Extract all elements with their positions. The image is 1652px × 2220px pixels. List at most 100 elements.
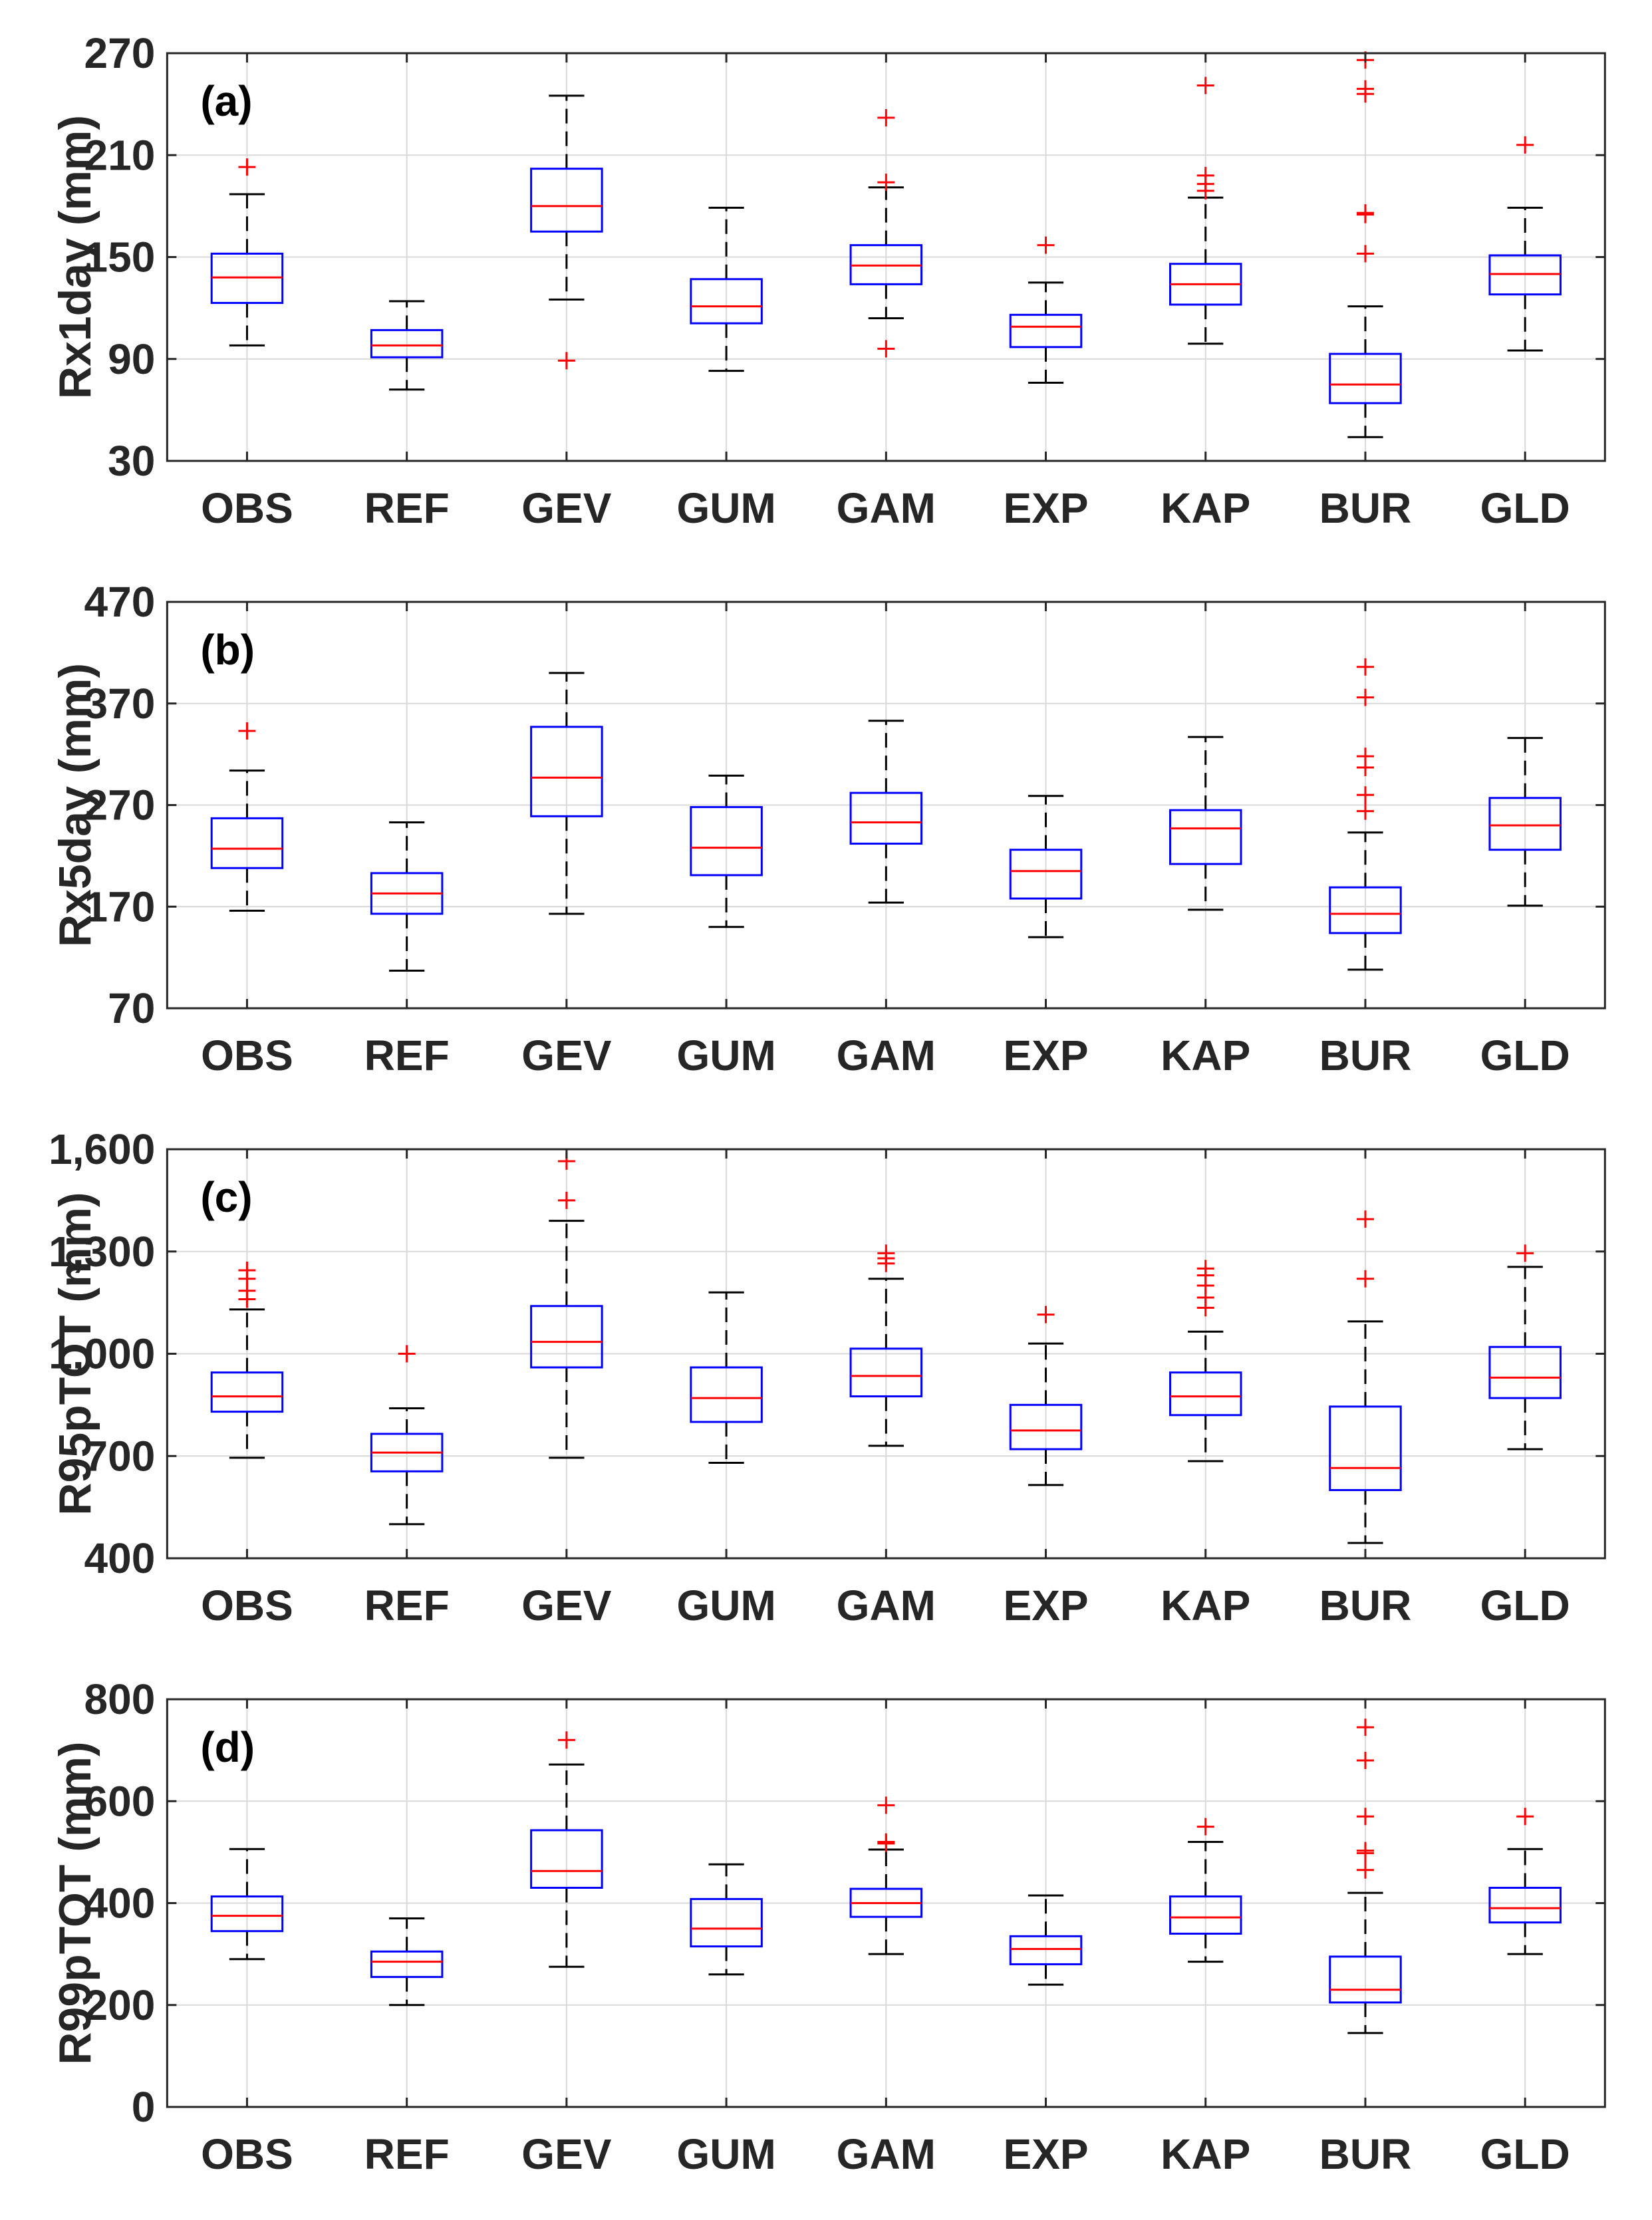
box-gev	[530, 1152, 603, 1459]
iqr-box	[530, 726, 603, 817]
x-category-label: GEV	[521, 484, 611, 532]
outlier-marker	[1356, 786, 1374, 804]
outlier-marker	[1356, 802, 1374, 820]
x-category-label: OBS	[201, 484, 293, 532]
box-kap	[1169, 736, 1242, 911]
outlier-marker	[1516, 1808, 1534, 1826]
y-tick-label: 90	[108, 335, 155, 383]
box-gam	[849, 1244, 923, 1447]
x-category-label: GLD	[1480, 484, 1570, 532]
box-gum	[690, 774, 763, 928]
box-exp	[1009, 1306, 1083, 1486]
iqr-box	[1488, 1887, 1562, 1924]
outlier-marker	[557, 1731, 575, 1749]
x-category-label: GEV	[521, 1032, 611, 1079]
x-category-label: GAM	[837, 484, 936, 532]
outlier-marker	[1356, 688, 1374, 706]
outlier-marker	[398, 1345, 416, 1363]
outlier-marker	[1356, 1842, 1374, 1860]
outlier-marker	[1516, 136, 1534, 154]
box-obs	[210, 158, 284, 347]
x-category-label: REF	[364, 2130, 450, 2178]
box-gld	[1488, 136, 1562, 352]
iqr-box	[1329, 1955, 1402, 2004]
iqr-box	[210, 1371, 284, 1413]
box-ref	[370, 821, 444, 972]
outlier-marker	[1037, 236, 1055, 254]
iqr-box	[1009, 1403, 1083, 1451]
x-category-label: GAM	[837, 1032, 936, 1079]
box-gev	[530, 94, 603, 370]
outlier-marker	[1356, 658, 1374, 676]
outlier-marker	[877, 109, 895, 127]
outlier-marker	[1516, 1244, 1534, 1262]
outlier-marker	[877, 1796, 895, 1814]
iqr-box	[690, 1366, 763, 1423]
box-gum	[690, 206, 763, 372]
iqr-box	[530, 168, 603, 233]
box-exp	[1009, 795, 1083, 938]
box-gum	[690, 1291, 763, 1464]
y-tick-label: 170	[84, 883, 156, 930]
box-kap	[1169, 1260, 1242, 1462]
panel-label: (b)	[200, 626, 255, 674]
box-exp	[1009, 236, 1083, 384]
outlier-marker	[877, 1244, 895, 1262]
x-category-label: GAM	[837, 1582, 936, 1629]
outlier-marker	[877, 340, 895, 358]
box-ref	[370, 1345, 444, 1526]
y-tick-label: 400	[84, 1534, 156, 1582]
outlier-marker	[1356, 1719, 1374, 1736]
box-obs	[210, 1261, 284, 1459]
x-category-label: REF	[364, 484, 450, 532]
outlier-marker	[1196, 76, 1214, 94]
iqr-box	[370, 329, 444, 358]
box-bur	[1329, 658, 1402, 971]
y-axis-label: R95pTOT (mm)	[50, 1192, 100, 1515]
y-tick-label: 30	[108, 437, 155, 485]
y-tick-label: 270	[84, 29, 156, 77]
outlier-marker	[557, 1191, 575, 1209]
x-category-label: BUR	[1319, 2130, 1412, 2178]
x-category-label: GAM	[837, 2130, 936, 2178]
iqr-box	[1009, 1935, 1083, 1965]
y-tick-label: 200	[84, 1981, 156, 2029]
y-axis-label: R99pTOT (mm)	[50, 1741, 100, 2064]
x-category-label: GEV	[521, 1582, 611, 1629]
x-category-label: KAP	[1161, 1582, 1250, 1629]
y-tick-label: 800	[84, 1675, 156, 1723]
outlier-marker	[1356, 1808, 1374, 1826]
box-ref	[370, 300, 444, 391]
panel-label: (a)	[200, 77, 252, 125]
iqr-box	[530, 1829, 603, 1889]
y-tick-label: 0	[132, 2083, 156, 2131]
x-category-label: BUR	[1319, 484, 1412, 532]
outlier-marker	[238, 722, 256, 740]
iqr-box	[690, 806, 763, 877]
y-tick-label: 400	[84, 1879, 156, 1927]
iqr-box	[1329, 886, 1402, 934]
x-category-label: REF	[364, 1582, 450, 1629]
y-tick-label: 700	[84, 1432, 156, 1480]
x-category-label: OBS	[201, 1582, 293, 1629]
box-kap	[1169, 1818, 1242, 1963]
x-category-label: GLD	[1480, 1032, 1570, 1079]
y-axis-label: Rx5day (mm)	[50, 663, 100, 947]
outlier-marker	[1356, 1210, 1374, 1228]
x-category-label: GUM	[676, 1582, 775, 1629]
box-gum	[690, 1863, 763, 1976]
x-category-label: BUR	[1319, 1582, 1412, 1629]
iqr-box	[690, 1897, 763, 1948]
x-category-label: GUM	[676, 1032, 775, 1079]
box-gam	[849, 1796, 923, 1955]
box-obs	[210, 722, 284, 912]
box-kap	[1169, 76, 1242, 345]
x-category-label: BUR	[1319, 1032, 1412, 1079]
y-tick-label: 150	[84, 233, 156, 281]
iqr-box	[1329, 352, 1402, 404]
box-bur	[1329, 1719, 1402, 2034]
panel-d: 0 200 400 600 800 OBS REF GEV GUM GAM EXP KAP BUR GLD…	[50, 1675, 1606, 2178]
outlier-marker	[1356, 245, 1374, 263]
x-category-label: KAP	[1161, 1032, 1250, 1079]
outlier-marker	[1037, 1306, 1055, 1323]
